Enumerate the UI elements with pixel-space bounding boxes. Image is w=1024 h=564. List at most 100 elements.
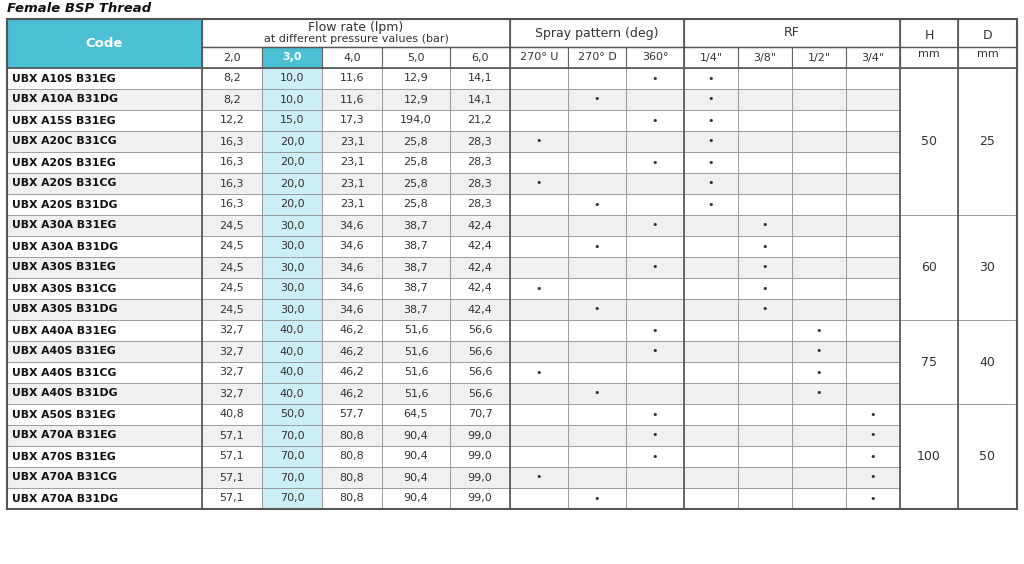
Bar [738,47,792,68]
Bar [568,467,626,488]
Bar [792,446,846,467]
Bar [7,320,202,341]
Text: 34,6: 34,6 [340,262,365,272]
Bar [262,467,322,488]
Bar [626,299,684,320]
Text: 56,6: 56,6 [468,368,493,377]
Bar [262,194,322,215]
Bar [7,173,202,194]
Text: •: • [536,178,543,188]
Text: UBX A30S B31DG: UBX A30S B31DG [12,305,118,315]
Bar [626,278,684,299]
Bar [202,47,262,68]
Bar [322,194,382,215]
Bar [262,110,322,131]
Text: •: • [869,452,877,461]
Text: 57,1: 57,1 [220,452,245,461]
Bar [7,19,202,68]
Bar [7,19,1017,509]
Bar [684,68,738,89]
Text: 25,8: 25,8 [403,200,428,209]
Bar [450,278,510,299]
Bar [510,446,568,467]
Text: 56,6: 56,6 [468,325,493,336]
Text: 60: 60 [921,261,937,274]
Text: •: • [708,136,715,147]
Text: UBX A30A B31EG: UBX A30A B31EG [12,221,117,231]
Bar [202,425,262,446]
Text: 32,7: 32,7 [219,368,245,377]
Bar [450,488,510,509]
Text: •: • [869,430,877,440]
Text: UBX A10A B31DG: UBX A10A B31DG [12,95,118,104]
Text: 38,7: 38,7 [403,221,428,231]
Text: 75: 75 [921,355,937,368]
Text: 23,1: 23,1 [340,200,365,209]
Text: mm: mm [977,49,998,59]
Bar [262,173,322,194]
Bar [684,278,738,299]
Bar [510,19,684,47]
Bar [7,488,202,509]
Text: 90,4: 90,4 [403,452,428,461]
Bar [7,467,202,488]
Bar [202,152,262,173]
Text: 25,8: 25,8 [403,136,428,147]
Bar [262,320,322,341]
Text: 34,6: 34,6 [340,241,365,252]
Bar [568,194,626,215]
Text: 40,0: 40,0 [280,368,304,377]
Text: 25,8: 25,8 [403,178,428,188]
Bar [510,467,568,488]
Bar [684,194,738,215]
Text: 25,8: 25,8 [403,157,428,168]
Bar [568,446,626,467]
Text: 42,4: 42,4 [468,221,493,231]
Bar [958,320,1017,404]
Bar [626,89,684,110]
Text: 34,6: 34,6 [340,221,365,231]
Text: •: • [816,325,822,336]
Bar [738,425,792,446]
Bar [626,362,684,383]
Bar [684,89,738,110]
Text: UBX A30A B31DG: UBX A30A B31DG [12,241,118,252]
Text: •: • [536,284,543,293]
Text: 16,3: 16,3 [220,157,245,168]
Text: 8,2: 8,2 [223,95,241,104]
Bar [738,215,792,236]
Bar [510,341,568,362]
Bar [626,110,684,131]
Bar [7,362,202,383]
Text: 51,6: 51,6 [403,389,428,399]
Text: 56,6: 56,6 [468,389,493,399]
Bar [322,152,382,173]
Bar [568,110,626,131]
Bar [202,194,262,215]
Bar [202,299,262,320]
Text: UBX A20C B31CG: UBX A20C B31CG [12,136,117,147]
Bar [262,257,322,278]
Bar [684,383,738,404]
Bar [202,488,262,509]
Bar [792,152,846,173]
Bar [846,194,900,215]
Text: 90,4: 90,4 [403,473,428,482]
Text: •: • [708,200,715,209]
Bar [846,299,900,320]
Bar [322,278,382,299]
Bar [202,173,262,194]
Text: 3/4": 3/4" [861,52,885,63]
Text: 30,0: 30,0 [280,284,304,293]
Text: 57,7: 57,7 [340,409,365,420]
Text: 12,9: 12,9 [403,73,428,83]
Text: •: • [651,325,658,336]
Text: H: H [925,29,934,42]
Bar [792,131,846,152]
Bar [846,278,900,299]
Bar [262,425,322,446]
Bar [382,152,450,173]
Bar [792,341,846,362]
Bar [450,425,510,446]
Bar [202,467,262,488]
